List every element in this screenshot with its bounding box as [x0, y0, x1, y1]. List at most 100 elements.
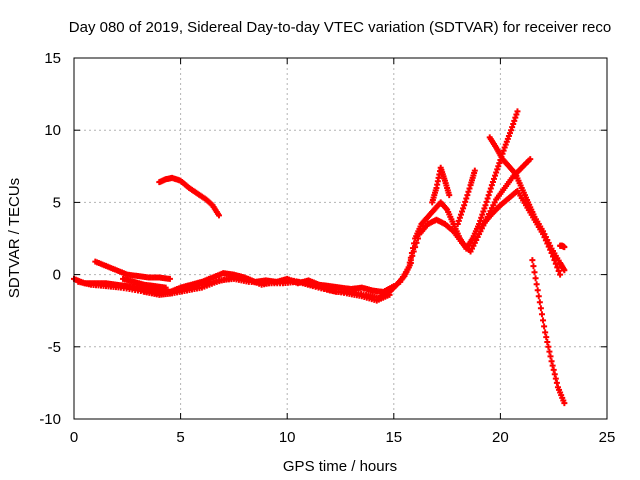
- data-point: [446, 192, 453, 199]
- data-point: [463, 195, 470, 202]
- data-point: [466, 185, 473, 192]
- data-point: [513, 111, 520, 118]
- data-point: [455, 217, 462, 224]
- data-point: [486, 188, 493, 195]
- data-point: [547, 353, 554, 360]
- data-point: [465, 188, 472, 195]
- data-point: [454, 221, 461, 228]
- series-track-late-f: [480, 187, 564, 278]
- data-point: [493, 169, 500, 176]
- series-track-late-g: [529, 257, 568, 407]
- data-point: [412, 244, 419, 251]
- data-point: [538, 311, 545, 318]
- data-point: [536, 299, 543, 306]
- y-tick-label: 15: [44, 50, 61, 67]
- data-point: [514, 108, 521, 115]
- data-point: [481, 205, 488, 212]
- data-point: [551, 257, 558, 264]
- data-point: [460, 205, 467, 212]
- data-point: [492, 172, 499, 179]
- data-point: [552, 375, 559, 382]
- data-point: [166, 275, 173, 282]
- data-point: [542, 329, 549, 336]
- data-point: [544, 338, 551, 345]
- data-point: [485, 192, 492, 199]
- series-track-late-d: [454, 167, 478, 228]
- data-point: [529, 257, 536, 264]
- data-point: [162, 284, 169, 291]
- data-point: [543, 334, 550, 341]
- y-tick-label: 0: [53, 267, 61, 284]
- data-point: [480, 208, 487, 215]
- y-tick-label: -5: [48, 339, 61, 356]
- data-point: [510, 120, 517, 127]
- data-point: [547, 246, 554, 253]
- data-point: [540, 317, 547, 324]
- series-track-late-e: [486, 134, 568, 274]
- data-point: [488, 182, 495, 189]
- data-point: [508, 127, 515, 134]
- data-point: [557, 271, 564, 278]
- data-point: [554, 264, 561, 271]
- data-point: [496, 160, 503, 167]
- data-point: [541, 323, 548, 330]
- y-tick-label: 5: [53, 194, 61, 211]
- series-track-high-arc: [156, 174, 222, 219]
- series-track-late-h: [557, 242, 568, 251]
- data-point: [532, 275, 539, 282]
- data-point: [482, 202, 489, 209]
- x-tick-label: 25: [599, 429, 616, 446]
- data-point: [542, 237, 549, 244]
- data-point: [527, 156, 534, 163]
- data-point: [561, 400, 568, 407]
- data-point: [457, 211, 464, 218]
- data-point: [479, 211, 486, 218]
- x-tick-label: 0: [70, 429, 78, 446]
- data-point: [537, 305, 544, 312]
- series-track-mid-low: [141, 260, 414, 301]
- data-point: [561, 244, 568, 251]
- data-point: [549, 253, 556, 260]
- data-point: [464, 192, 471, 199]
- data-point: [533, 281, 540, 288]
- y-tick-label: 10: [44, 122, 61, 139]
- series-track-arc-2: [120, 275, 169, 291]
- data-point: [459, 208, 466, 215]
- data-point: [484, 195, 491, 202]
- data-point: [545, 243, 552, 250]
- data-point: [414, 235, 421, 242]
- data-point: [509, 124, 516, 131]
- data-point: [540, 231, 547, 238]
- data-point: [471, 167, 478, 174]
- y-tick-labels: -10 -5 0 5 10 15: [39, 50, 61, 428]
- grid-lines: [74, 58, 607, 419]
- data-point: [548, 358, 555, 365]
- x-tick-label: 5: [176, 429, 184, 446]
- data-point: [561, 267, 568, 274]
- data-point: [495, 163, 502, 170]
- data-point: [549, 362, 556, 369]
- data-point: [531, 269, 538, 276]
- y-axis-label: SDTVAR / TECUs: [6, 178, 23, 298]
- data-point: [552, 260, 559, 267]
- data-point: [545, 343, 552, 350]
- data-point: [456, 214, 463, 221]
- data-point: [462, 198, 469, 205]
- data-point: [461, 202, 468, 209]
- data-series: [71, 108, 568, 407]
- data-point: [530, 263, 537, 270]
- data-point: [555, 267, 562, 274]
- data-point: [550, 366, 557, 373]
- series-track-late-c: [429, 164, 453, 206]
- y-tick-label: -10: [39, 411, 61, 428]
- x-tick-label: 20: [492, 429, 509, 446]
- data-point: [409, 252, 416, 259]
- data-point: [478, 214, 485, 221]
- x-axis-label: GPS time / hours: [283, 458, 397, 475]
- chart-title: Day 080 of 2019, Sidereal Day-to-day VTE…: [69, 19, 611, 36]
- data-point: [477, 217, 484, 224]
- data-point: [551, 371, 558, 378]
- data-point: [410, 248, 417, 255]
- series-track-arc-1: [92, 258, 173, 282]
- x-tick-label: 15: [385, 429, 402, 446]
